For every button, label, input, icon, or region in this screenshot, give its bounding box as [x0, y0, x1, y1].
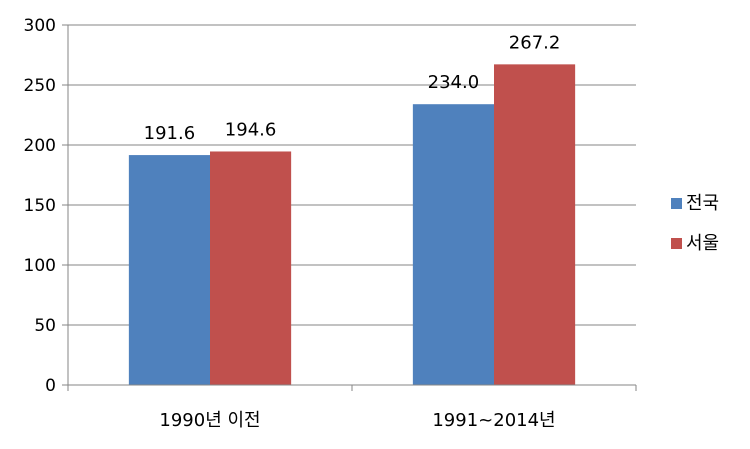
bar-series2 [494, 64, 576, 386]
legend-swatch [671, 238, 682, 249]
bars [128, 64, 576, 386]
y-tick-label: 150 [24, 196, 56, 216]
y-tick-label: 300 [24, 16, 56, 36]
x-category-label: 1991~2014년 [432, 410, 555, 431]
y-tick-label: 0 [45, 376, 56, 396]
axes [67, 25, 637, 391]
y-tick-label: 250 [24, 76, 56, 96]
x-axis-labels: 1990년 이전 1991~2014년 [159, 410, 555, 431]
data-label: 191.6 [144, 123, 196, 144]
legend-label: 전국 [686, 193, 719, 214]
y-tick-label: 50 [34, 316, 56, 336]
data-label: 267.2 [509, 32, 561, 53]
y-tick-label: 200 [24, 136, 56, 156]
data-label: 234.0 [428, 72, 480, 93]
bar-series1 [412, 104, 494, 385]
legend-swatch [671, 198, 682, 209]
bar-series2 [210, 151, 292, 385]
y-tick-label: 100 [24, 256, 56, 276]
data-labels: 191.6 194.6 234.0 267.2 [144, 32, 561, 144]
bar-series1 [128, 155, 210, 385]
legend-label: 서울 [686, 233, 719, 254]
y-axis-ticks: 0 50 100 150 200 250 300 [24, 16, 68, 396]
x-category-label: 1990년 이전 [159, 410, 260, 431]
data-label: 194.6 [225, 119, 277, 140]
